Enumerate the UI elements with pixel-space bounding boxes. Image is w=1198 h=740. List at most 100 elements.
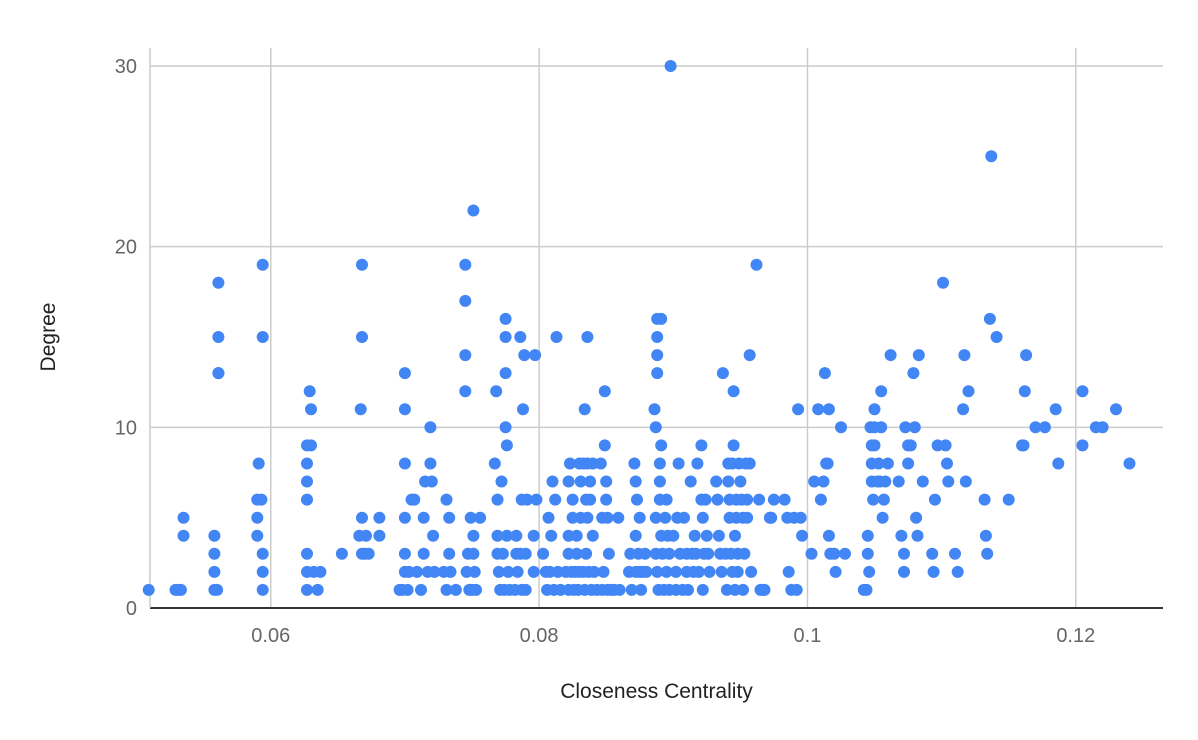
data-point bbox=[519, 547, 532, 560]
data-point bbox=[655, 312, 668, 325]
data-point bbox=[212, 276, 225, 289]
data-point bbox=[597, 565, 610, 578]
data-point bbox=[360, 529, 372, 542]
data-point bbox=[981, 547, 994, 560]
data-point bbox=[907, 367, 920, 380]
data-point bbox=[703, 565, 716, 578]
data-point bbox=[301, 493, 313, 506]
data-point bbox=[256, 583, 269, 596]
x-tick-label: 0.06 bbox=[251, 625, 290, 647]
data-point bbox=[898, 547, 910, 560]
data-point bbox=[490, 385, 503, 398]
data-point bbox=[1123, 457, 1136, 470]
data-point bbox=[570, 529, 583, 542]
data-point bbox=[696, 583, 709, 596]
data-point bbox=[753, 493, 766, 506]
data-point bbox=[1096, 421, 1109, 434]
data-point bbox=[957, 403, 970, 416]
data-point bbox=[256, 331, 269, 343]
data-point bbox=[251, 511, 264, 524]
data-point bbox=[722, 475, 735, 488]
data-point bbox=[566, 493, 579, 506]
data-point bbox=[711, 493, 724, 506]
data-point bbox=[983, 312, 996, 325]
data-point bbox=[939, 439, 952, 452]
data-point bbox=[443, 511, 456, 524]
data-point bbox=[695, 439, 708, 452]
data-point bbox=[411, 565, 423, 578]
data-point bbox=[663, 547, 676, 560]
data-point bbox=[425, 475, 438, 488]
data-point bbox=[305, 439, 317, 452]
data-point bbox=[640, 565, 653, 578]
data-point bbox=[861, 529, 874, 542]
data-point bbox=[499, 367, 512, 380]
data-point bbox=[959, 475, 972, 488]
data-point bbox=[311, 583, 324, 596]
data-point bbox=[584, 475, 597, 488]
data-point bbox=[500, 529, 513, 542]
data-point bbox=[581, 331, 594, 343]
data-point bbox=[734, 475, 747, 488]
data-point bbox=[398, 457, 411, 470]
data-point bbox=[208, 547, 221, 560]
data-point bbox=[1076, 439, 1089, 452]
data-point bbox=[612, 511, 625, 524]
data-point bbox=[767, 493, 780, 506]
data-point bbox=[546, 475, 559, 488]
data-point bbox=[884, 349, 897, 362]
data-point bbox=[212, 367, 225, 380]
data-point bbox=[398, 367, 411, 380]
data-point bbox=[518, 349, 531, 362]
data-point bbox=[684, 475, 697, 488]
data-point bbox=[537, 547, 550, 560]
data-point bbox=[511, 565, 524, 578]
data-point bbox=[440, 493, 453, 506]
data-point bbox=[545, 529, 558, 542]
data-point bbox=[586, 529, 599, 542]
data-point bbox=[839, 547, 851, 560]
data-point bbox=[521, 493, 533, 506]
x-axis-title: Closeness Centrality bbox=[560, 680, 753, 703]
data-point bbox=[600, 475, 613, 488]
data-point bbox=[529, 349, 542, 362]
data-point bbox=[649, 511, 662, 524]
data-point bbox=[1076, 385, 1089, 398]
data-point bbox=[444, 565, 457, 578]
data-point bbox=[373, 511, 386, 524]
x-tick-label: 0.12 bbox=[1056, 625, 1095, 647]
data-point bbox=[584, 493, 597, 506]
data-point bbox=[467, 547, 480, 560]
data-point bbox=[962, 385, 975, 398]
data-point bbox=[750, 258, 763, 271]
x-tick-label: 0.1 bbox=[794, 625, 822, 647]
data-point bbox=[765, 511, 778, 524]
data-point bbox=[470, 583, 482, 596]
data-point bbox=[598, 385, 611, 398]
data-point bbox=[902, 457, 915, 470]
data-point bbox=[649, 421, 662, 434]
data-point bbox=[911, 529, 924, 542]
data-point bbox=[727, 439, 740, 452]
data-point bbox=[912, 349, 925, 362]
data-point bbox=[428, 565, 441, 578]
data-point bbox=[729, 529, 741, 542]
data-point bbox=[443, 547, 456, 560]
y-tick-label: 0 bbox=[126, 598, 137, 620]
data-point bbox=[252, 457, 265, 470]
data-point bbox=[741, 493, 754, 506]
data-point bbox=[872, 457, 885, 470]
data-point bbox=[629, 475, 642, 488]
data-point bbox=[600, 493, 613, 506]
data-point bbox=[580, 547, 593, 560]
data-point bbox=[651, 331, 664, 343]
data-point bbox=[574, 475, 587, 488]
data-point bbox=[598, 439, 611, 452]
data-point bbox=[356, 258, 368, 271]
x-tick-label: 0.08 bbox=[520, 625, 559, 647]
data-point bbox=[174, 583, 187, 596]
data-point bbox=[672, 457, 685, 470]
data-point bbox=[502, 565, 515, 578]
data-point bbox=[745, 565, 758, 578]
